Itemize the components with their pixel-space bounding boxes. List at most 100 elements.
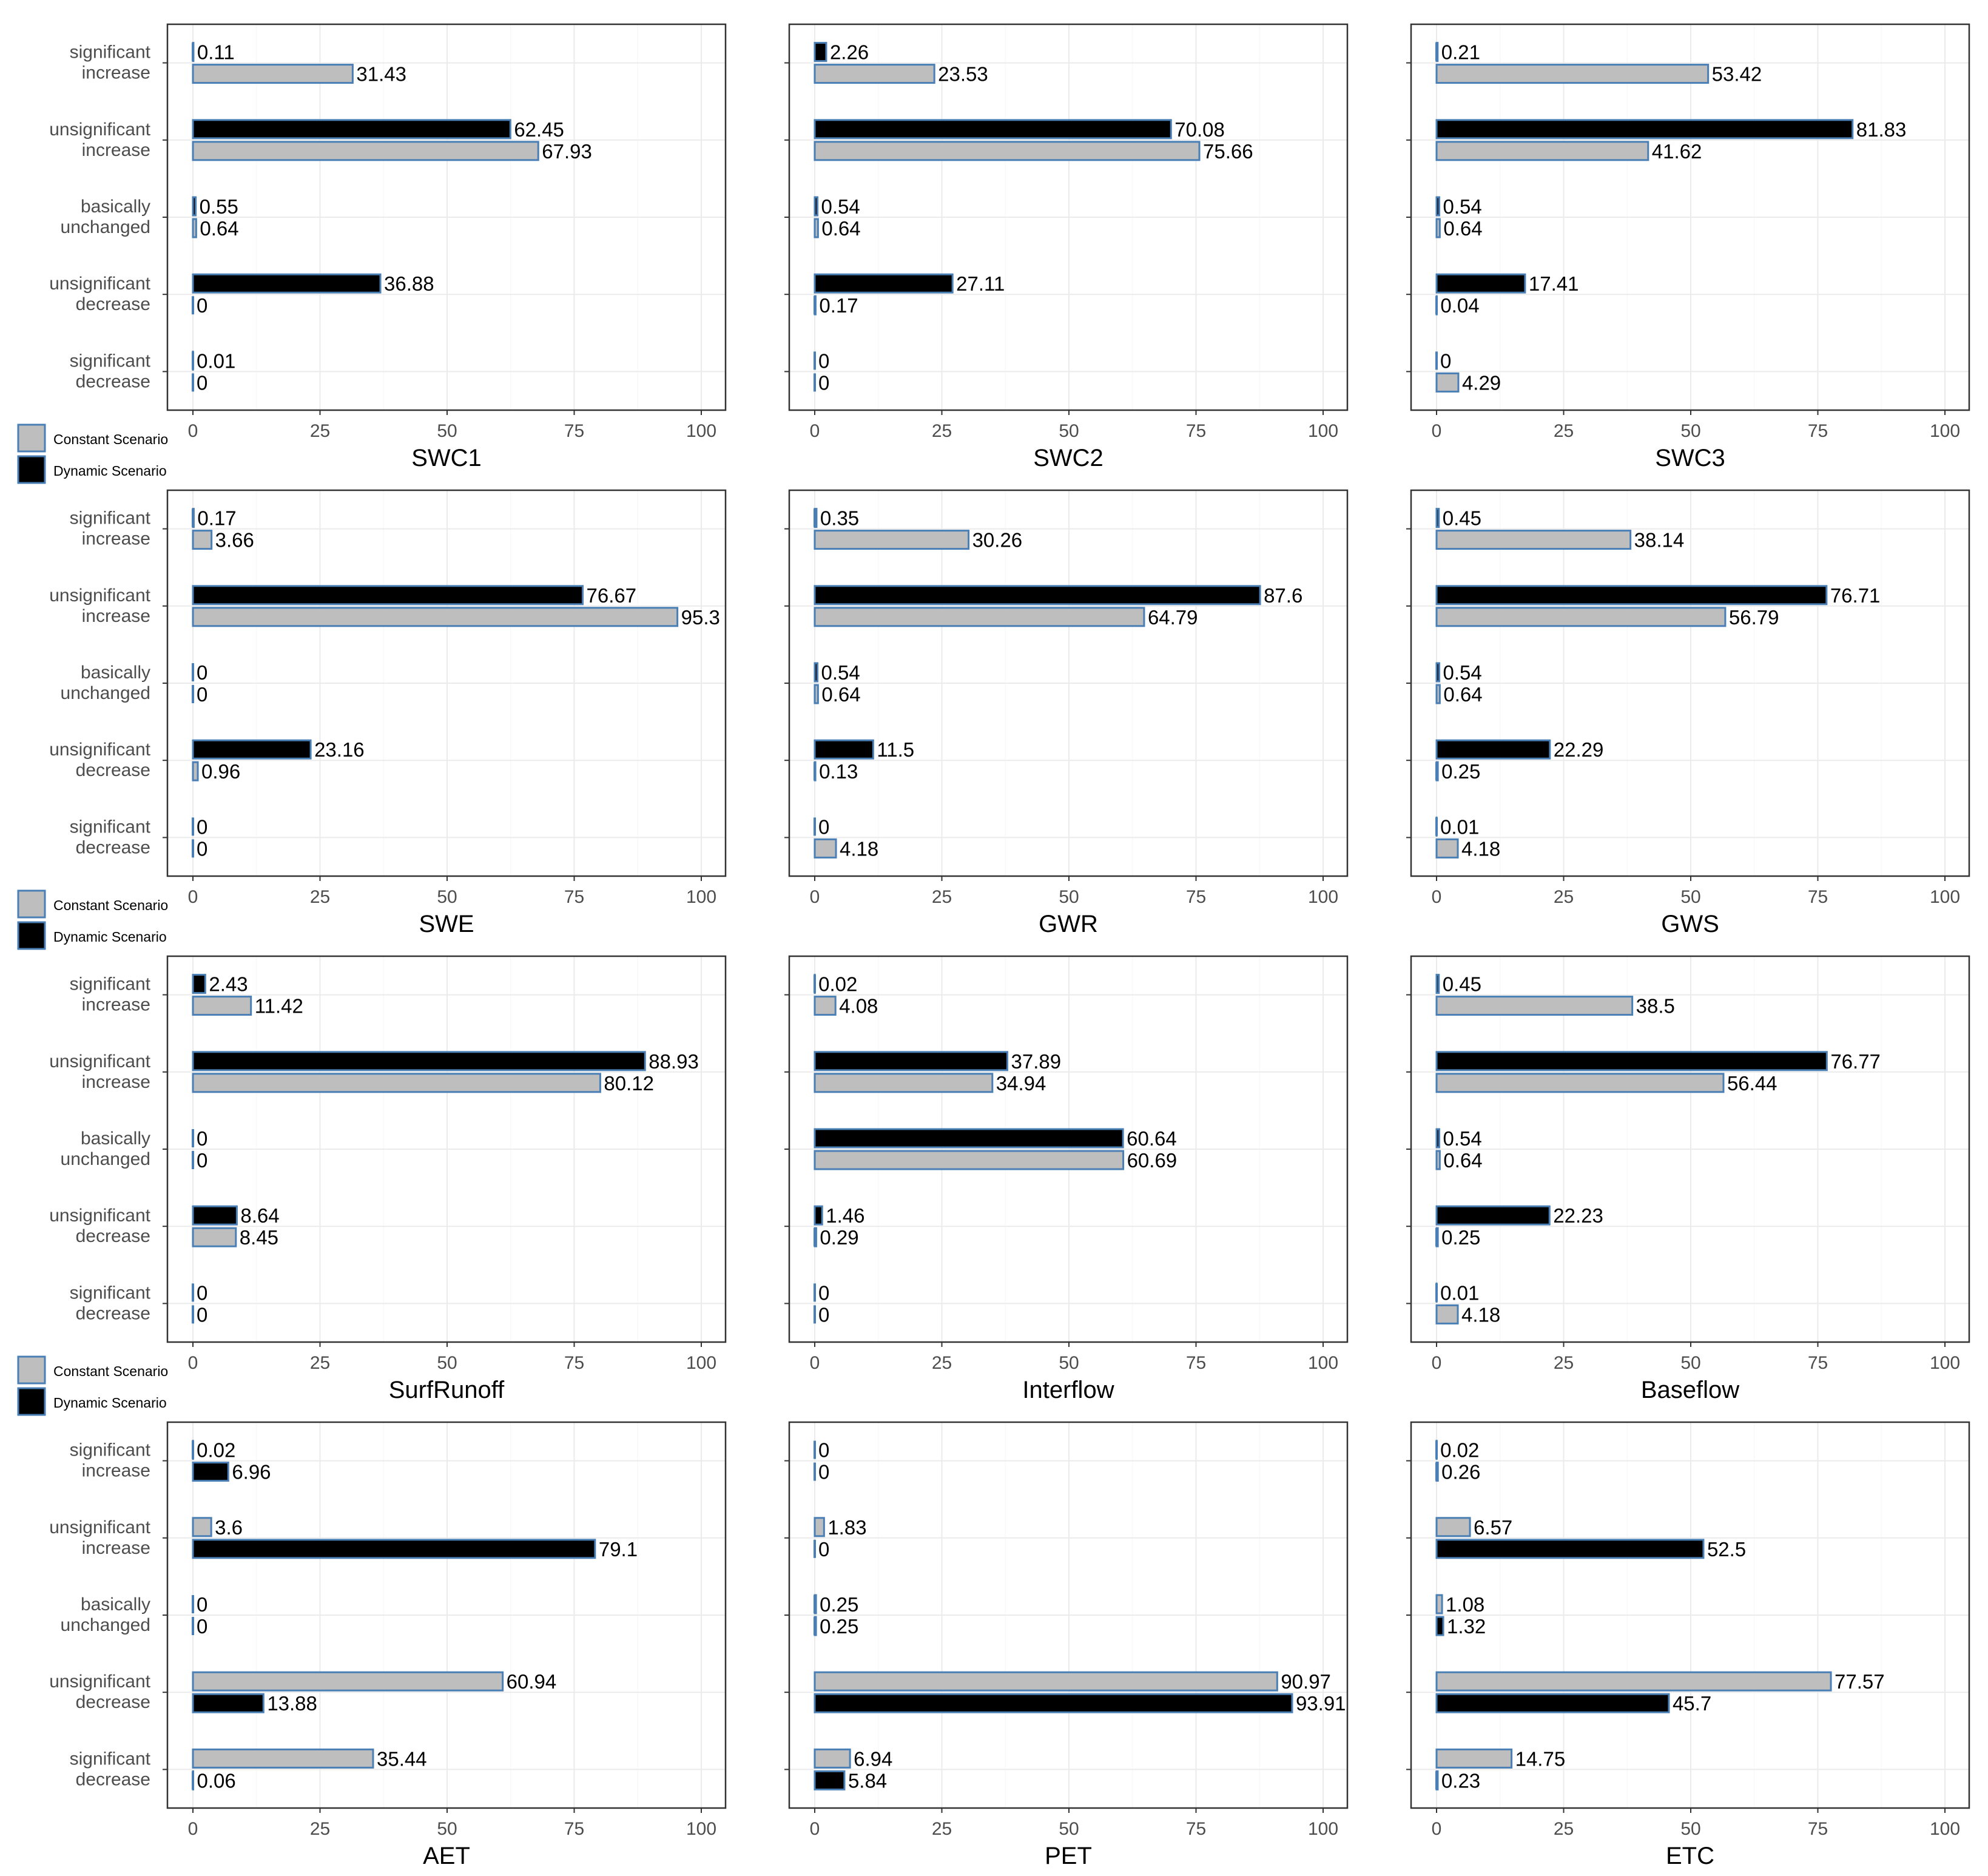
panel-gwr: 0 25 50 75 100 0.35 30.26 87.6 64.79 0.540.64 11.5… (784, 489, 1349, 937)
panel-border (1410, 1421, 1970, 1809)
panel-title: SurfRunoff (389, 1377, 505, 1403)
data-label: 0 (197, 1303, 207, 1326)
data-label: 0 (818, 1281, 829, 1304)
data-label: 56.79 (1729, 606, 1779, 629)
bar (814, 1073, 994, 1093)
bar (814, 996, 837, 1016)
data-label: 0.13 (819, 760, 858, 783)
data-label: 36.88 (384, 272, 434, 295)
data-label: 0 (818, 1538, 829, 1561)
x-tick-label: 75 (564, 887, 584, 907)
data-label: 35.44 (377, 1747, 427, 1770)
panel-aet: 0 25 50 75 100significantincreaseunsignifica… (49, 1421, 727, 1869)
bar (192, 530, 213, 550)
data-label: 0.02 (818, 973, 857, 996)
data-label: 4.18 (840, 837, 878, 860)
data-label: 0.55 (200, 195, 238, 218)
legend-label-constant: Constant Scenario (53, 1363, 168, 1379)
category-label: unsignificant (49, 740, 150, 760)
data-label: 0 (197, 1149, 207, 1172)
bar (1435, 838, 1459, 859)
bar (814, 1128, 1124, 1149)
bar (1435, 273, 1526, 294)
bar (1435, 1304, 1459, 1324)
category-label: increase (82, 1072, 150, 1092)
category-label: significant (70, 508, 151, 528)
data-label: 6.96 (232, 1461, 271, 1483)
x-tick-label: 50 (1059, 887, 1079, 907)
x-tick-label: 75 (1186, 887, 1206, 907)
data-label: 0.96 (201, 760, 240, 783)
data-label: 0.04 (1440, 294, 1479, 317)
legend-label-constant: Constant Scenario (53, 431, 168, 447)
legend-label-dynamic: Dynamic Scenario (53, 929, 167, 945)
data-label: 6.94 (854, 1747, 892, 1770)
bar (814, 64, 935, 84)
x-tick-label: 50 (1680, 1353, 1700, 1373)
data-label: 0.02 (1440, 1439, 1479, 1462)
bar (1435, 607, 1727, 627)
category-label: increase (82, 1538, 150, 1558)
category-label: basically (81, 663, 150, 683)
panel-border (1410, 955, 1970, 1343)
category-label: unchanged (61, 1149, 150, 1169)
data-label: 0 (197, 1615, 207, 1638)
bar (814, 1671, 1278, 1692)
x-tick-label: 50 (1059, 1819, 1079, 1839)
data-label: 0.54 (821, 661, 860, 684)
data-label: 0.54 (1443, 661, 1482, 684)
bar (192, 64, 354, 84)
data-label: 0.64 (200, 217, 238, 240)
x-tick-label: 100 (1308, 1353, 1338, 1373)
data-label: 0 (818, 815, 829, 838)
data-label: 0.25 (820, 1593, 858, 1616)
data-label: 0 (197, 1127, 207, 1150)
bar (814, 273, 954, 294)
data-label: 11.5 (877, 738, 914, 761)
data-label: 0.25 (820, 1615, 858, 1638)
bar (1435, 1150, 1441, 1170)
legend: Constant Scenario Dynamic Scenario (17, 1355, 168, 1416)
x-tick-label: 25 (1554, 421, 1574, 441)
bar (192, 119, 511, 140)
data-label: 60.69 (1127, 1149, 1178, 1172)
bar (1435, 1517, 1471, 1537)
panel-border (1410, 23, 1970, 411)
category-label: significant (70, 351, 151, 371)
bar (192, 607, 679, 627)
category-label: unchanged (61, 1615, 150, 1635)
data-label: 22.23 (1553, 1204, 1603, 1227)
x-tick-label: 50 (437, 421, 457, 441)
bar (814, 585, 1261, 606)
panel-border (166, 1421, 727, 1809)
x-tick-label: 75 (1186, 421, 1206, 441)
panel-border (788, 23, 1349, 411)
x-tick-label: 0 (188, 1353, 198, 1373)
category-label: increase (82, 1461, 150, 1481)
x-tick-label: 50 (1680, 1819, 1700, 1839)
data-label: 0.25 (1441, 1226, 1480, 1249)
x-tick-label: 100 (1308, 887, 1338, 907)
data-label: 17.41 (1529, 272, 1579, 295)
x-tick-label: 25 (1554, 1353, 1574, 1373)
category-label: increase (82, 63, 150, 83)
data-label: 37.89 (1011, 1050, 1062, 1073)
data-label: 8.64 (240, 1204, 279, 1227)
data-label: 0.64 (821, 683, 860, 706)
x-tick-label: 0 (810, 1819, 820, 1839)
x-tick-label: 50 (1059, 1353, 1079, 1373)
bar (814, 1770, 846, 1790)
bar (814, 739, 874, 760)
category-label: unsignificant (49, 120, 150, 140)
data-label: 75.66 (1203, 140, 1253, 163)
panel-baseflow: 0 25 50 75 100 0.45 38.5 76.77 56.44 0.540.64 22.2… (1406, 955, 1970, 1403)
x-tick-label: 0 (1432, 421, 1442, 441)
data-label: 95.3 (681, 606, 720, 629)
x-tick-label: 25 (310, 421, 330, 441)
x-tick-label: 25 (310, 1353, 330, 1373)
data-label: 0.02 (197, 1439, 235, 1462)
bar (192, 739, 312, 760)
data-label: 4.08 (839, 995, 878, 1017)
